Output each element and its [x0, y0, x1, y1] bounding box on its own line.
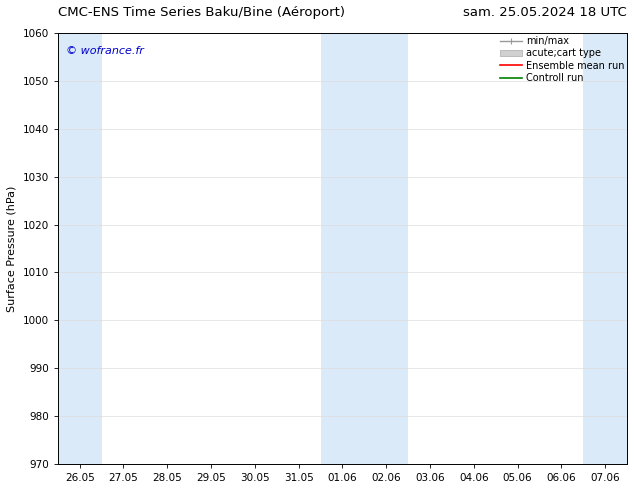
Bar [583, 33, 627, 464]
Text: sam. 25.05.2024 18 UTC: sam. 25.05.2024 18 UTC [463, 6, 627, 19]
Text: © wofrance.fr: © wofrance.fr [67, 46, 144, 56]
Legend: min/max, acute;cart type, Ensemble mean run, Controll run: min/max, acute;cart type, Ensemble mean … [500, 36, 624, 83]
Y-axis label: Surface Pressure (hPa): Surface Pressure (hPa) [7, 185, 17, 312]
Bar [321, 33, 408, 464]
Text: CMC-ENS Time Series Baku/Bine (Aéroport): CMC-ENS Time Series Baku/Bine (Aéroport) [58, 6, 345, 19]
Bar [58, 33, 101, 464]
